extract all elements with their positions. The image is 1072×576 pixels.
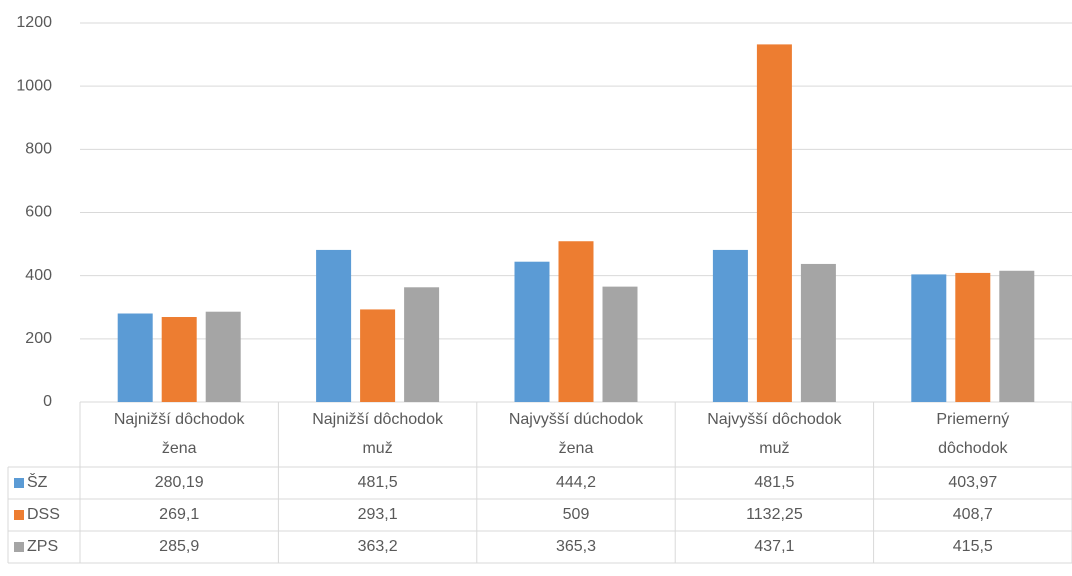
table-cell: 509 <box>563 506 590 523</box>
bar <box>558 241 594 402</box>
y-tick-label: 800 <box>25 141 52 158</box>
legend-swatch <box>14 510 24 520</box>
bar <box>205 311 241 402</box>
bar <box>117 313 153 402</box>
x-tick-label: muž <box>759 440 789 457</box>
bar <box>955 272 991 402</box>
x-tick-label: Priemerný <box>936 411 1009 428</box>
legend-label: ŠZ <box>27 472 48 491</box>
table-cell: 363,2 <box>358 538 398 555</box>
bar <box>161 317 197 402</box>
bar <box>514 261 550 402</box>
bar <box>602 286 638 402</box>
x-tick-label: Najvyšší dôchodok <box>707 411 842 428</box>
y-tick-label: 200 <box>25 330 52 347</box>
y-tick-label: 0 <box>43 393 52 410</box>
x-tick-label: dôchodok <box>938 440 1008 457</box>
bar <box>800 263 836 402</box>
table-cell: 408,7 <box>953 506 993 523</box>
x-tick-label: žena <box>162 440 197 457</box>
table-cell: 481,5 <box>358 474 398 491</box>
x-tick-label: muž <box>362 440 392 457</box>
legend-swatch <box>14 542 24 552</box>
legend-swatch <box>14 478 24 488</box>
table-cell: 365,3 <box>556 538 596 555</box>
table-cell: 481,5 <box>754 474 794 491</box>
y-tick-label: 1200 <box>16 14 52 31</box>
legend-label: ZPS <box>27 538 58 555</box>
y-tick-label: 400 <box>25 267 52 284</box>
table-cell: 444,2 <box>556 474 596 491</box>
bar <box>360 309 396 402</box>
table-cell: 415,5 <box>953 538 993 555</box>
x-tick-label: Najnižší dôchodok <box>114 411 246 428</box>
y-tick-label: 1000 <box>16 77 52 94</box>
bar <box>712 249 748 402</box>
y-tick-label: 600 <box>25 204 52 221</box>
table-cell: 1132,25 <box>746 506 803 523</box>
bar <box>404 287 440 402</box>
bar <box>756 44 792 403</box>
table-cell: 403,97 <box>948 474 997 491</box>
table-cell: 269,1 <box>159 506 199 523</box>
x-tick-label: Najvyšší dúchodok <box>509 411 644 428</box>
bar <box>911 274 947 402</box>
table-cell: 285,9 <box>159 538 199 555</box>
table-cell: 437,1 <box>754 538 794 555</box>
bar <box>316 249 352 402</box>
legend-label: DSS <box>27 506 60 523</box>
bar <box>999 270 1035 402</box>
table-cell: 293,1 <box>358 506 398 523</box>
x-tick-label: Najnižší dôchodok <box>312 411 444 428</box>
x-tick-label: žena <box>559 440 594 457</box>
table-cell: 280,19 <box>155 474 204 491</box>
